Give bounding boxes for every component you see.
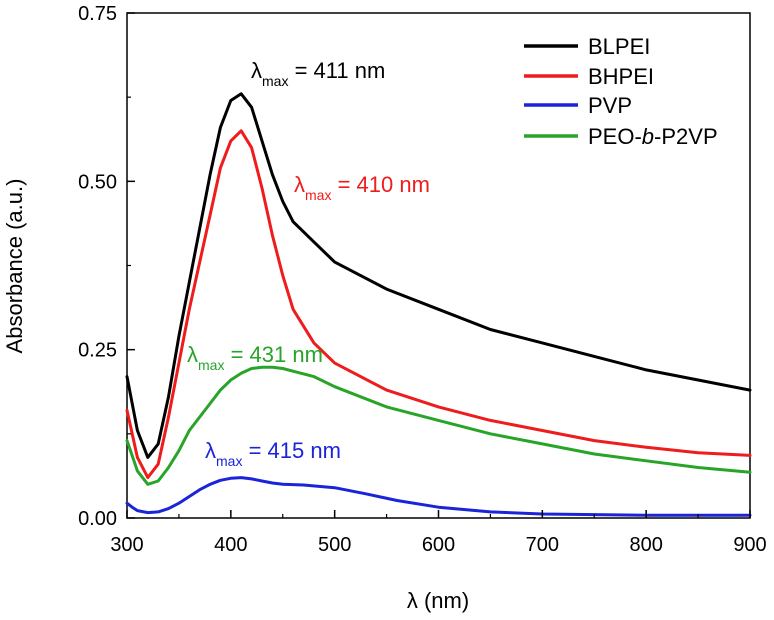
series-line-blpei [125, 92, 752, 459]
x-axis-title: λ (nm) [407, 588, 469, 613]
series-line-peo-b-p2vp [125, 365, 752, 486]
annotations: λmax = 411 nm λmax = 410 nm λmax = 431 nm λ… [187, 58, 430, 469]
lambda-max-annotation: λmax = 411 nm [251, 58, 385, 89]
x-tick-label: 300 [110, 534, 143, 556]
x-tick-label: 800 [629, 534, 662, 556]
plot-area [126, 12, 751, 519]
series-layer [125, 92, 752, 517]
y-tick-label: 0.50 [78, 171, 117, 193]
x-tick-label: 700 [526, 534, 559, 556]
series-line-pvp [125, 476, 752, 517]
x-tick-label: 400 [214, 534, 247, 556]
x-tick-label: 600 [422, 534, 455, 556]
lambda-max-annotation: λmax = 415 nm [205, 438, 341, 469]
lambda-max-annotation: λmax = 410 nm [294, 172, 430, 203]
y-tick-label: 0.25 [78, 340, 117, 362]
lambda-max-annotation: λmax = 431 nm [187, 342, 323, 373]
y-axis-title: Absorbance (a.u.) [2, 179, 27, 354]
x-tick-label: 900 [733, 534, 766, 556]
legend-label: PVP [588, 93, 632, 118]
legend-label: PEO-b-P2VP [588, 124, 718, 149]
legend-label: BLPEI [588, 34, 650, 59]
legend-label: BHPEI [588, 64, 654, 89]
y-tick-label: 0.00 [78, 508, 117, 530]
legend: BLPEI BHPEI PVP PEO-b-P2VP [524, 34, 718, 149]
series-line-bhpei [125, 129, 752, 480]
y-tick-label: 0.75 [78, 3, 117, 25]
x-tick-label: 500 [318, 534, 351, 556]
